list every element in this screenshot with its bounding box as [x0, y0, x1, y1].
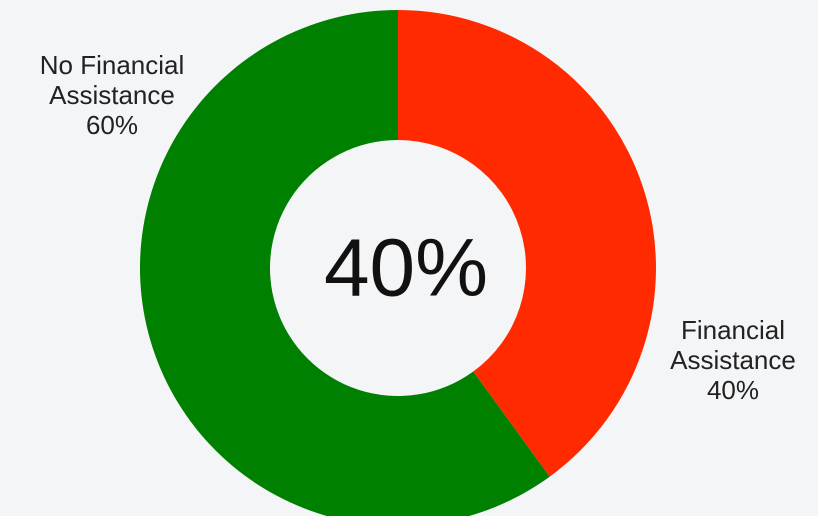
category-label: Financial Assistance: [670, 315, 796, 375]
category-label: No Financial Assistance: [39, 50, 185, 110]
slices: [140, 10, 656, 516]
slice-label: Financial Assistance 40%: [633, 315, 818, 405]
center-label: 40%: [324, 223, 488, 314]
value-label: 60%: [85, 110, 139, 140]
slice: [140, 10, 550, 516]
slice-label: No Financial Assistance 60%: [12, 50, 212, 140]
value-label: 40%: [706, 375, 760, 405]
slice: [398, 10, 656, 477]
